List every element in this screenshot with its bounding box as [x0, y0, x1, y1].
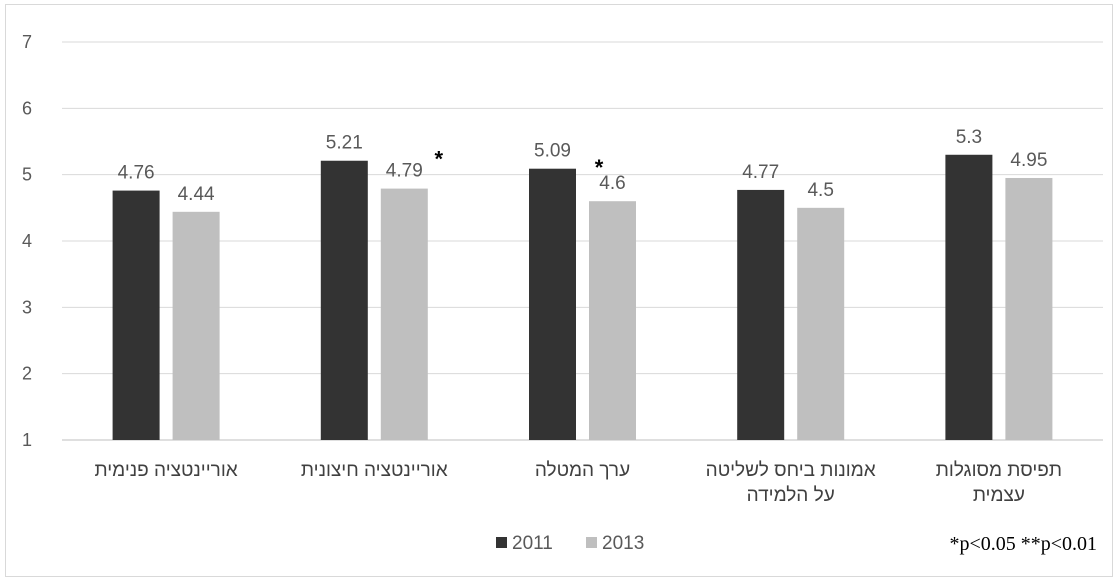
legend-label: 2011 [512, 533, 553, 554]
bar-2011 [320, 160, 368, 440]
data-label: 4.6 [599, 173, 625, 194]
y-tick-label: 3 [22, 297, 32, 317]
bar-2013 [797, 207, 845, 440]
category-label: אוריינטציה פנימית [95, 460, 238, 481]
y-tick-label: 4 [22, 231, 32, 251]
bar-2013 [380, 188, 428, 440]
bar-2011 [529, 168, 576, 441]
bar-2011 [737, 189, 785, 440]
significance-marker: * [595, 155, 604, 180]
data-label: 5.09 [534, 141, 571, 162]
legend-swatch-2013 [586, 537, 597, 548]
data-label: 4.5 [807, 180, 833, 201]
y-tick-label: 1 [22, 430, 32, 450]
data-label: 4.77 [742, 162, 779, 183]
data-label: 4.76 [118, 163, 155, 184]
category-label: על הלמידה [747, 485, 835, 506]
y-tick-label: 2 [22, 364, 32, 384]
bar-2013 [172, 211, 220, 440]
data-label: 4.95 [1010, 150, 1047, 171]
bar-2011 [112, 190, 160, 440]
significance-note: *p<0.05 **p<0.01 [949, 533, 1097, 555]
category-label: עצמית [973, 485, 1025, 506]
y-tick-label: 7 [22, 32, 32, 52]
bar-2013 [1005, 177, 1053, 440]
y-tick-label: 6 [22, 98, 32, 118]
legend-label: 2013 [602, 533, 644, 554]
data-label: 5.3 [956, 127, 982, 148]
significance-marker: * [435, 147, 444, 172]
category-label: תפיסת מסוגלות [936, 460, 1062, 481]
bar-2013 [589, 201, 636, 440]
category-label: אמונות ביחס לשליטה [706, 460, 876, 481]
data-label: 5.21 [326, 133, 363, 154]
category-label: אוריינטציה חיצונית [301, 460, 448, 481]
category-label: ערך המטלה [535, 460, 630, 481]
data-label: 4.79 [386, 161, 423, 182]
data-label: 4.44 [178, 184, 215, 205]
legend-swatch-2011 [496, 537, 507, 548]
y-tick-label: 5 [22, 165, 32, 185]
bar-2011 [945, 154, 993, 440]
